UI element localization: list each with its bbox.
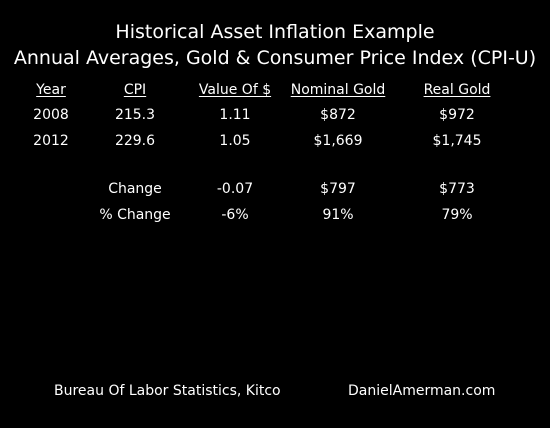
summary-cell-value-of-dollar: -0.07 — [216, 181, 254, 197]
table-cell-year: 2012 — [33, 133, 69, 149]
chart-subtitle: Annual Averages, Gold & Consumer Price I… — [13, 47, 537, 69]
table-cell-year: 2008 — [33, 107, 69, 123]
source-credit: Bureau Of Labor Statistics, Kitco — [54, 383, 281, 399]
table-cell-value-of-dollar: 1.11 — [219, 107, 251, 123]
column-header-real-gold: Real Gold — [423, 82, 491, 98]
summary-cell-real-gold: $773 — [439, 181, 475, 197]
summary-cell-nominal-gold: 91% — [322, 207, 354, 223]
column-header-value-of-dollar: Value Of $ — [198, 82, 272, 98]
chart-title: Historical Asset Inflation Example — [115, 21, 435, 43]
table-cell-nominal-gold: $1,669 — [313, 133, 363, 149]
website-credit: DanielAmerman.com — [348, 383, 496, 399]
summary-row-label: % Change — [99, 207, 171, 223]
summary-cell-value-of-dollar: -6% — [221, 207, 249, 223]
table-cell-nominal-gold: $872 — [320, 107, 356, 123]
column-header-year: Year — [36, 82, 66, 98]
summary-cell-nominal-gold: $797 — [320, 181, 356, 197]
table-cell-cpi: 215.3 — [114, 107, 156, 123]
column-header-cpi: CPI — [123, 82, 147, 98]
table-cell-cpi: 229.6 — [114, 133, 156, 149]
table-cell-real-gold: $972 — [439, 107, 475, 123]
table-cell-value-of-dollar: 1.05 — [219, 133, 251, 149]
summary-row-label: Change — [108, 181, 162, 197]
summary-cell-real-gold: 79% — [441, 207, 473, 223]
table-cell-real-gold: $1,745 — [432, 133, 482, 149]
column-header-nominal-gold: Nominal Gold — [290, 82, 386, 98]
